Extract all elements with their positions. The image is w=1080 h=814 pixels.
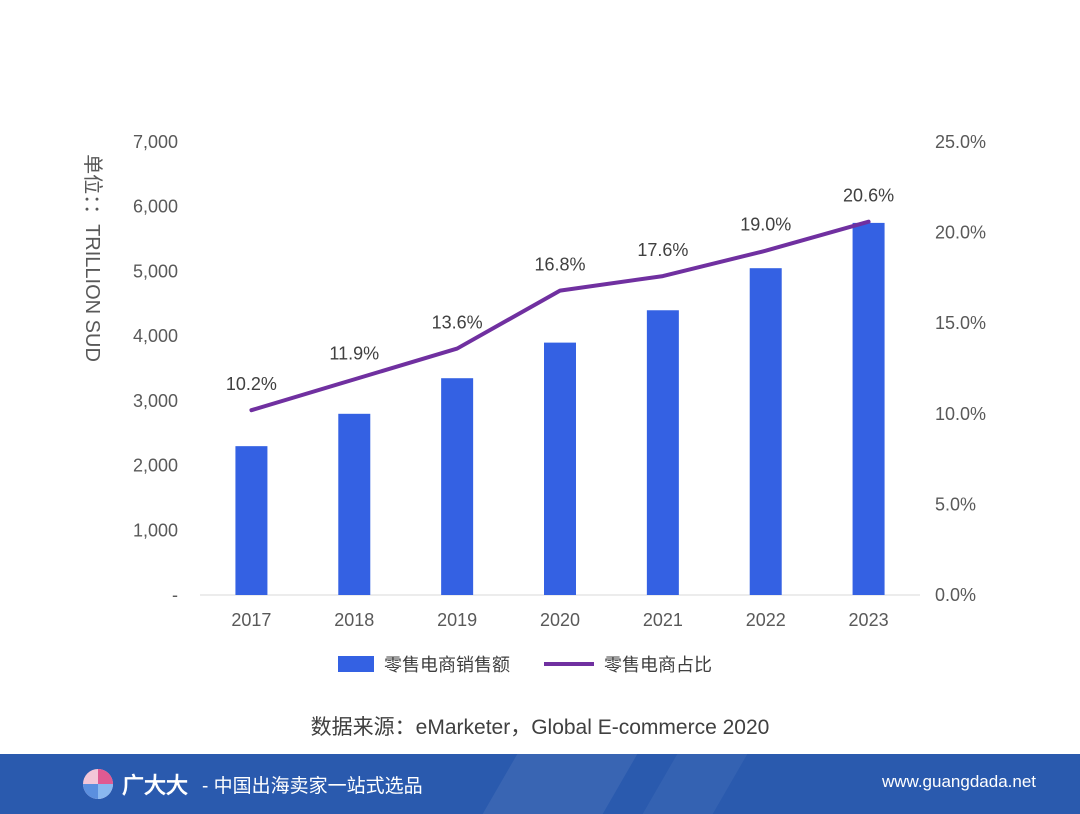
- line-data-label: 11.9%: [329, 343, 379, 363]
- left-tick-label: 4,000: [133, 326, 178, 346]
- brand: 广大大 - 中国出海卖家一站式选品: [82, 768, 423, 800]
- x-tick-label: 2022: [746, 610, 786, 630]
- legend-label-line: 零售电商占比: [604, 655, 712, 675]
- right-tick-label: 0.0%: [935, 585, 976, 605]
- line-data-label: 13.6%: [432, 313, 483, 333]
- left-tick-label: 1,000: [133, 520, 178, 540]
- x-tick-label: 2017: [231, 610, 271, 630]
- data-source-note: 数据来源：eMarketer，Global E-commerce 2020: [310, 716, 770, 739]
- line-data-label: 20.6%: [843, 186, 894, 206]
- x-axis-ticks: 2017 2018 2019 2020 2021 2022 2023: [231, 610, 888, 630]
- right-tick-label: 20.0%: [935, 223, 986, 243]
- x-tick-label: 2019: [437, 610, 477, 630]
- legend-swatch-bar: [338, 656, 374, 672]
- brand-name: 广大大: [122, 773, 189, 798]
- right-tick-label: 10.0%: [935, 404, 986, 424]
- bar: [338, 413, 371, 595]
- right-tick-label: 25.0%: [935, 132, 986, 152]
- right-tick-label: 15.0%: [935, 313, 986, 333]
- left-tick-label: 2,000: [133, 456, 178, 476]
- left-axis-ticks: - 1,000 2,000 3,000 4,000 5,000 6,000 7,000: [133, 132, 178, 605]
- left-tick-label: 6,000: [133, 197, 178, 217]
- x-tick-label: 2018: [334, 610, 374, 630]
- left-tick-label: 5,000: [133, 261, 178, 281]
- footer-stripe: [482, 754, 638, 814]
- bar: [544, 342, 576, 595]
- left-tick-label: 7,000: [133, 132, 178, 152]
- brand-tagline: - 中国出海卖家一站式选品: [202, 775, 423, 797]
- bar: [235, 446, 268, 595]
- legend: 零售电商销售额 零售电商占比: [338, 655, 712, 675]
- y-axis-title: 单位：：TRILLION SUD: [81, 154, 104, 362]
- right-tick-label: 5.0%: [935, 494, 976, 514]
- line-series: [249, 219, 871, 413]
- brand-logo-icon: [83, 769, 113, 799]
- bar: [441, 378, 474, 595]
- right-axis-ticks: 0.0% 5.0% 10.0% 15.0% 20.0% 25.0%: [935, 132, 986, 605]
- line-data-label: 10.2%: [226, 374, 277, 394]
- left-tick-label: -: [172, 585, 178, 605]
- x-tick-label: 2021: [643, 610, 683, 630]
- bar: [646, 310, 679, 595]
- left-tick-label: 3,000: [133, 391, 178, 411]
- line-data-label: 16.8%: [534, 255, 585, 275]
- bar-series: [235, 222, 885, 595]
- footer-stripe: [642, 754, 748, 814]
- legend-label-bar: 零售电商销售额: [384, 655, 510, 675]
- x-tick-label: 2023: [849, 610, 889, 630]
- x-tick-label: 2020: [540, 610, 580, 630]
- bar: [852, 222, 885, 595]
- line-data-label: 17.6%: [637, 240, 688, 260]
- bar: [749, 268, 782, 595]
- line-data-labels: 10.2% 11.9% 13.6% 16.8% 17.6% 19.0% 20.6%: [226, 186, 894, 394]
- line-data-label: 19.0%: [740, 215, 791, 235]
- website-url[interactable]: www.guangdada.net: [881, 772, 1036, 791]
- footer-banner: 广大大 - 中国出海卖家一站式选品 www.guangdada.net: [0, 754, 1080, 814]
